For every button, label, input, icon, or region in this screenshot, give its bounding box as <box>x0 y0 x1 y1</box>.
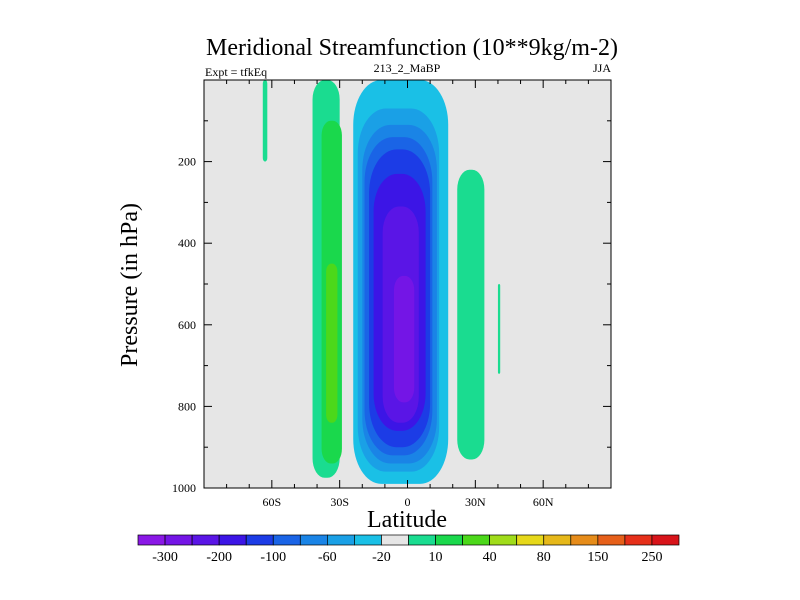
x-axis-label: Latitude <box>367 507 447 533</box>
colorbar-box <box>137 534 166 546</box>
colorbar-label: 150 <box>587 550 608 565</box>
colorbar-box <box>651 534 680 546</box>
colorbar-box <box>489 534 518 546</box>
colorbar-label: -300 <box>152 550 178 565</box>
x-tick-label: 0 <box>405 495 411 509</box>
colorbar-box <box>191 534 220 546</box>
y-tick-label: 200 <box>178 155 196 169</box>
colorbar-label: 250 <box>641 550 662 565</box>
x-tick-label: 60N <box>533 495 554 509</box>
colorbar-label: 80 <box>537 550 551 565</box>
colorbar-box <box>543 534 572 546</box>
y-axis-label: Pressure (in hPa) <box>117 203 143 367</box>
x-tick-label: 30N <box>465 495 486 509</box>
colorbar-label: -100 <box>260 550 286 565</box>
colorbar-box <box>218 534 247 546</box>
season-label: JJA <box>593 61 611 75</box>
contour-region-nh-tiny-cell <box>497 284 501 374</box>
colorbar-box <box>164 534 193 546</box>
colorbar-box <box>516 534 545 546</box>
experiment-label: Expt = tfkEq <box>205 65 267 79</box>
colorbar-box <box>272 534 301 546</box>
colorbar-box <box>354 534 382 546</box>
case-label: 213_2_MaBP <box>374 61 441 75</box>
plot-area: 60S 30S 0 30N 60N 200 400 600 800 1000 <box>172 79 612 509</box>
contour-region-main-cell-core <box>393 275 415 403</box>
colorbar-box <box>408 534 436 546</box>
colorbar-label: -200 <box>206 550 232 565</box>
colorbar-box <box>462 534 491 546</box>
x-tick-label: 60S <box>262 495 281 509</box>
colorbar-box <box>624 534 653 546</box>
colorbar-label: -60 <box>318 550 337 565</box>
contour-region-sh-tiny-cell <box>262 80 268 162</box>
y-tick-label: 1000 <box>172 481 196 495</box>
contour-region-sh-cell-core <box>326 263 338 423</box>
y-tick-label: 600 <box>178 318 196 332</box>
colorbar-label: 40 <box>483 550 497 565</box>
colorbar-box <box>299 534 328 546</box>
colorbar-box <box>381 534 409 546</box>
colorbar-label: 10 <box>429 550 443 565</box>
y-tick-label: 400 <box>178 236 196 250</box>
colorbar-label: -20 <box>372 550 391 565</box>
colorbar-box <box>245 534 274 546</box>
contour-region-nh-cell <box>457 169 485 460</box>
colorbar-box <box>570 534 599 546</box>
x-tick-label: 30S <box>330 495 349 509</box>
colorbar-box <box>435 534 463 546</box>
colorbar: -300 -200 -100 -60 -20 10 40 80 150 250 <box>137 534 680 565</box>
colorbar-box <box>327 534 355 546</box>
colorbar-box <box>597 534 626 546</box>
y-tick-label: 800 <box>178 399 196 413</box>
chart-title: Meridional Streamfunction (10**9kg/m-2) <box>206 35 618 61</box>
